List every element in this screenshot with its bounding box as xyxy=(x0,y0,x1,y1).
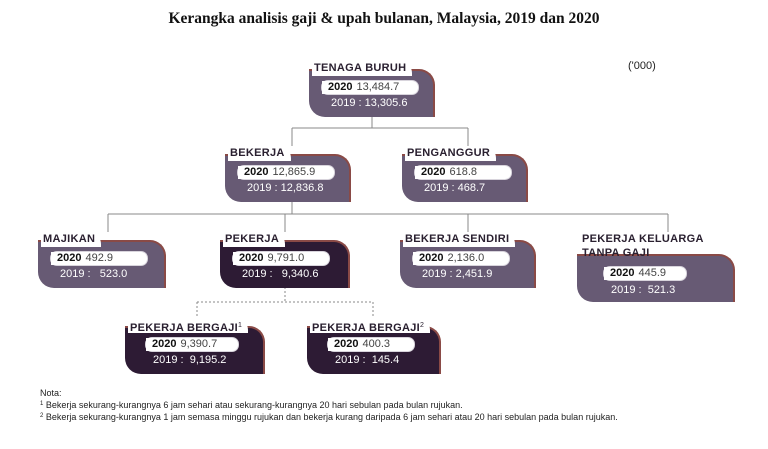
year-label: 2020 xyxy=(604,267,639,280)
value-2020: 400.3 xyxy=(362,338,391,350)
footnote-2-marker: 2 xyxy=(40,413,44,419)
node-pekerja: PEKERJA 2020 9,791.0 2019 : 9,340.6 xyxy=(220,232,350,288)
unit-label: ('000) xyxy=(628,60,656,72)
year-label: 2020 xyxy=(51,252,86,265)
value-2020-pill: 2020 400.3 xyxy=(327,337,415,352)
value-2020-pill: 2020 9,791.0 xyxy=(232,251,330,266)
node-bekerja: BEKERJA 2020 12,865.9 2019 : 12,836.8 xyxy=(225,146,351,202)
value-2019: 2019 : 521.3 xyxy=(611,284,676,296)
footnote-2-text: Bekerja sekurang-kurangnya 1 jam semasa … xyxy=(45,412,618,422)
value-2020: 445.9 xyxy=(638,267,667,279)
node-pekerja-keluarga: PEKERJA KELUARGA TANPA GAJI 2020 445.9 20… xyxy=(577,232,735,302)
footnote-1-text: Bekerja sekurang-kurangnya 6 jam sehari … xyxy=(45,400,463,410)
year-label: 2020 xyxy=(146,338,181,351)
value-2019: 2019 : 12,836.8 xyxy=(247,182,324,194)
value-2020: 9,791.0 xyxy=(267,252,305,264)
node-label: PENGANGGUR xyxy=(405,146,497,161)
year-label: 2020 xyxy=(233,252,268,265)
value-2020-pill: 2020 9,390.7 xyxy=(145,337,239,352)
node-penganggur: PENGANGGUR 2020 618.8 2019 : 468.7 xyxy=(402,146,528,202)
footnotes-heading: Nota: xyxy=(40,388,62,398)
value-2020-pill: 2020 2,136.0 xyxy=(412,251,510,266)
node-label-text: PEKERJA BERGAJI xyxy=(130,322,239,334)
node-label: PEKERJA xyxy=(223,232,286,247)
value-2019: 2019 : 468.7 xyxy=(424,182,486,194)
value-2019: 2019 : 2,451.9 xyxy=(422,268,493,280)
node-tenaga-buruh: TENAGA BURUH 2020 13,484.7 2019 : 13,305.… xyxy=(309,61,435,117)
node-label-text: PEKERJA BERGAJI xyxy=(312,322,421,334)
footnote-marker: 2 xyxy=(420,322,425,329)
footnote-2: 2 Bekerja sekurang-kurangnya 1 jam semas… xyxy=(40,411,618,423)
value-2020-pill: 2020 13,484.7 xyxy=(321,80,419,95)
node-label: BEKERJA SENDIRI xyxy=(403,232,516,247)
value-2020: 12,865.9 xyxy=(272,166,316,178)
node-bekerja-sendiri: BEKERJA SENDIRI 2020 2,136.0 2019 : 2,451… xyxy=(400,232,536,288)
node-pekerja-bergaji-1: PEKERJA BERGAJI1 2020 9,390.7 2019 : 9,19… xyxy=(125,318,265,374)
value-2020: 618.8 xyxy=(449,166,478,178)
node-label: TENAGA BURUH xyxy=(312,61,413,76)
year-label: 2020 xyxy=(328,338,363,351)
value-2020: 2,136.0 xyxy=(447,252,485,264)
node-label: PEKERJA BERGAJI2 xyxy=(310,318,431,334)
value-2020-pill: 2020 618.8 xyxy=(414,165,512,180)
page-title: Kerangka analisis gaji & upah bulanan, M… xyxy=(168,10,600,27)
value-2019: 2019 : 9,340.6 xyxy=(242,268,319,280)
node-label-line1: PEKERJA KELUARGA xyxy=(580,232,710,247)
value-2019: 2019 : 13,305.6 xyxy=(331,97,408,109)
footnotes: Nota: 1 Bekerja sekurang-kurangnya 6 jam… xyxy=(40,388,618,423)
year-label: 2020 xyxy=(415,166,450,179)
value-2020: 9,390.7 xyxy=(180,338,218,350)
value-2020: 13,484.7 xyxy=(356,81,400,93)
footnote-1-marker: 1 xyxy=(40,401,44,407)
year-label: 2020 xyxy=(238,166,273,179)
value-2020-pill: 2020 12,865.9 xyxy=(237,165,335,180)
value-2019: 2019 : 9,195.2 xyxy=(153,354,227,366)
value-2020-pill: 2020 445.9 xyxy=(603,266,687,281)
node-label: PEKERJA BERGAJI1 xyxy=(128,318,249,334)
node-label: MAJIKAN xyxy=(41,232,102,247)
footnote-1: 1 Bekerja sekurang-kurangnya 6 jam sehar… xyxy=(40,399,618,411)
value-2020-pill: 2020 492.9 xyxy=(50,251,148,266)
footnote-marker: 1 xyxy=(238,322,243,329)
value-2019: 2019 : 523.0 xyxy=(60,268,128,280)
value-2020: 492.9 xyxy=(85,252,114,264)
year-label: 2020 xyxy=(413,252,448,265)
node-label-line2: TANPA GAJI xyxy=(582,247,650,259)
year-label: 2020 xyxy=(322,81,357,94)
node-label: BEKERJA xyxy=(228,146,291,161)
node-majikan: MAJIKAN 2020 492.9 2019 : 523.0 xyxy=(38,232,166,288)
value-2019: 2019 : 145.4 xyxy=(335,354,400,366)
node-pekerja-bergaji-2: PEKERJA BERGAJI2 2020 400.3 2019 : 145.4 xyxy=(307,318,441,374)
